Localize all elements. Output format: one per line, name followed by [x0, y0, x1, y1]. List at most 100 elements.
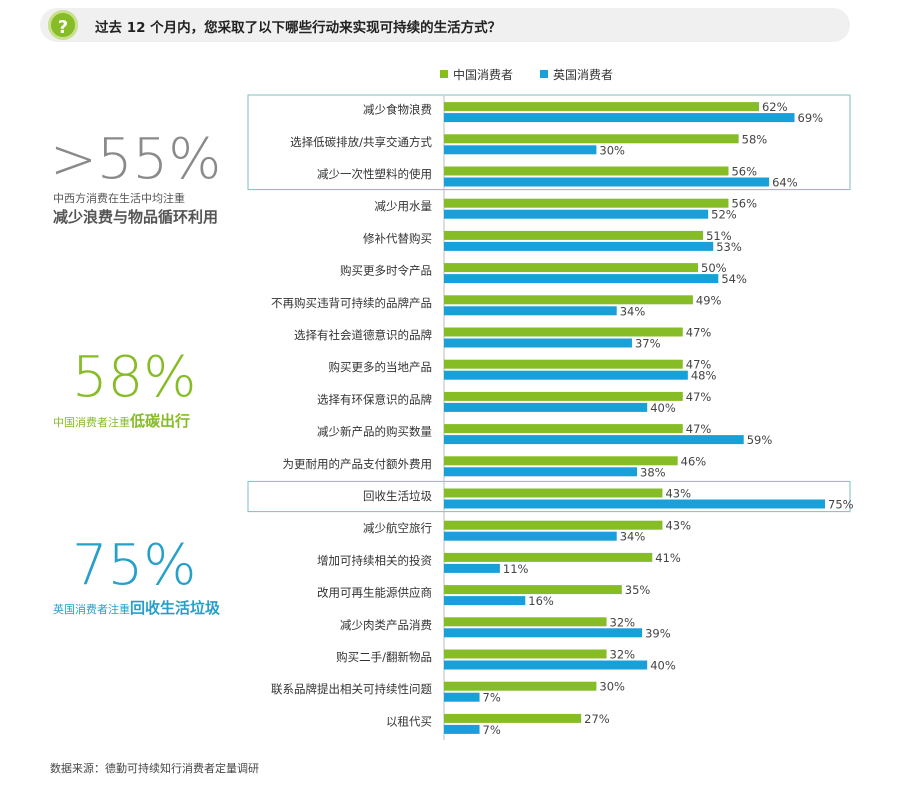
question-icon: ? — [48, 10, 78, 40]
category-label: 增加可持续相关的投资 — [317, 553, 432, 567]
china-value-label: 30% — [599, 680, 625, 694]
uk-value-label: 40% — [650, 659, 676, 673]
category-label: 减少一次性塑料的使用 — [317, 167, 432, 181]
question-text: 过去 12 个月内，您采取了以下哪些行动来实现可持续的生活方式？ — [95, 20, 502, 36]
stat3-subtitle: 英国消费者注重 — [53, 603, 130, 616]
legend-china-swatch — [440, 70, 448, 78]
highlight-box-0 — [247, 94, 851, 191]
china-bar — [444, 585, 622, 595]
uk-value-label: 69% — [798, 111, 824, 125]
category-label: 购买二手/翻新物品 — [336, 650, 432, 664]
uk-value-label: 75% — [828, 498, 854, 512]
legend-china: 中国消费者 — [440, 66, 513, 83]
category-label: 购买更多的当地产品 — [329, 360, 433, 374]
stat2-strong: 低碳出行 — [130, 412, 191, 430]
china-bar — [444, 166, 729, 176]
stat2-value: 58% — [72, 345, 197, 410]
uk-bar — [444, 370, 688, 380]
uk-value-label: 54% — [721, 272, 747, 286]
china-bar — [444, 263, 698, 273]
uk-value-label: 30% — [599, 143, 625, 157]
china-value-label: 43% — [665, 519, 691, 533]
category-label: 修补代替购买 — [363, 231, 432, 245]
category-label: 为更耐用的产品支付额外费用 — [283, 457, 433, 471]
category-label: 选择有环保意识的品牌 — [317, 392, 432, 406]
uk-value-label: 40% — [650, 401, 676, 415]
china-value-label: 32% — [610, 648, 636, 662]
china-bar — [444, 488, 663, 498]
uk-bar — [444, 177, 770, 187]
china-bar — [444, 456, 678, 466]
uk-bar — [444, 596, 526, 606]
china-bar — [444, 134, 739, 144]
china-value-label: 35% — [625, 583, 651, 597]
china-bar — [444, 391, 683, 401]
china-value-label: 41% — [655, 551, 681, 565]
china-value-label: 49% — [696, 293, 722, 307]
category-label: 选择有社会道德意识的品牌 — [294, 328, 432, 342]
category-label: 减少食物浪费 — [363, 103, 432, 117]
uk-value-label: 16% — [528, 594, 554, 608]
uk-bar — [444, 113, 795, 123]
china-bar — [444, 198, 729, 208]
china-bar — [444, 359, 683, 369]
china-bar — [444, 617, 607, 627]
uk-bar — [444, 338, 632, 348]
stat1-value: >55% — [50, 127, 222, 192]
highlight-box-1 — [247, 480, 851, 513]
china-value-label: 46% — [681, 454, 707, 468]
category-label: 联系品牌提出相关可持续性问题 — [271, 682, 432, 696]
uk-value-label: 59% — [747, 433, 773, 447]
china-value-label: 32% — [610, 615, 636, 629]
uk-bar — [444, 499, 825, 509]
category-label: 改用可再生能源供应商 — [317, 586, 432, 600]
legend-uk-swatch — [540, 70, 548, 78]
category-label: 减少新产品的购买数量 — [317, 425, 432, 439]
legend-uk: 英国消费者 — [540, 66, 613, 83]
uk-value-label: 38% — [640, 465, 666, 479]
china-value-label: 51% — [706, 229, 732, 243]
uk-bar — [444, 692, 480, 702]
china-bar — [444, 520, 663, 530]
stat2-caption: 中国消费者注重低碳出行 — [53, 410, 190, 431]
stat1-strong: 减少浪费与物品循环利用 — [53, 208, 219, 226]
category-label: 以租代买 — [386, 714, 432, 728]
uk-bar — [444, 209, 709, 219]
uk-value-label: 7% — [483, 723, 501, 737]
china-value-label: 27% — [584, 712, 610, 726]
china-bar — [444, 552, 653, 562]
uk-bar — [444, 467, 638, 477]
uk-value-label: 53% — [716, 240, 742, 254]
china-bar — [444, 649, 607, 659]
china-bar — [444, 713, 582, 723]
uk-bar — [444, 660, 648, 670]
category-label: 回收生活垃圾 — [363, 489, 432, 503]
uk-value-label: 37% — [635, 337, 661, 351]
stat1-subtitle: 中西方消费在生活中均注重 — [53, 192, 185, 205]
uk-value-label: 34% — [620, 304, 646, 318]
uk-value-label: 52% — [711, 208, 737, 222]
china-value-label: 47% — [686, 326, 712, 340]
source-note: 数据来源：德勤可持续知行消费者定量调研 — [50, 762, 259, 775]
uk-bar — [444, 274, 719, 284]
china-bar — [444, 230, 704, 240]
china-value-label: 47% — [686, 390, 712, 404]
category-label: 不再购买违背可持续的品牌产品 — [271, 296, 432, 310]
china-bar — [444, 681, 597, 691]
china-bar — [444, 102, 759, 112]
china-value-label: 47% — [686, 422, 712, 436]
uk-value-label: 34% — [620, 530, 646, 544]
china-value-label: 58% — [742, 132, 768, 146]
uk-bar — [444, 563, 500, 573]
china-value-label: 43% — [665, 487, 691, 501]
question-bar — [40, 8, 850, 42]
stat2-subtitle: 中国消费者注重 — [53, 416, 130, 429]
uk-bar — [444, 531, 617, 541]
uk-bar — [444, 435, 744, 445]
stat3-caption: 英国消费者注重回收生活垃圾 — [53, 598, 223, 620]
legend-uk-label: 英国消费者 — [553, 68, 614, 82]
uk-value-label: 11% — [503, 562, 529, 576]
stat3-value: 75% — [72, 533, 197, 598]
category-label: 购买更多时令产品 — [340, 264, 432, 278]
